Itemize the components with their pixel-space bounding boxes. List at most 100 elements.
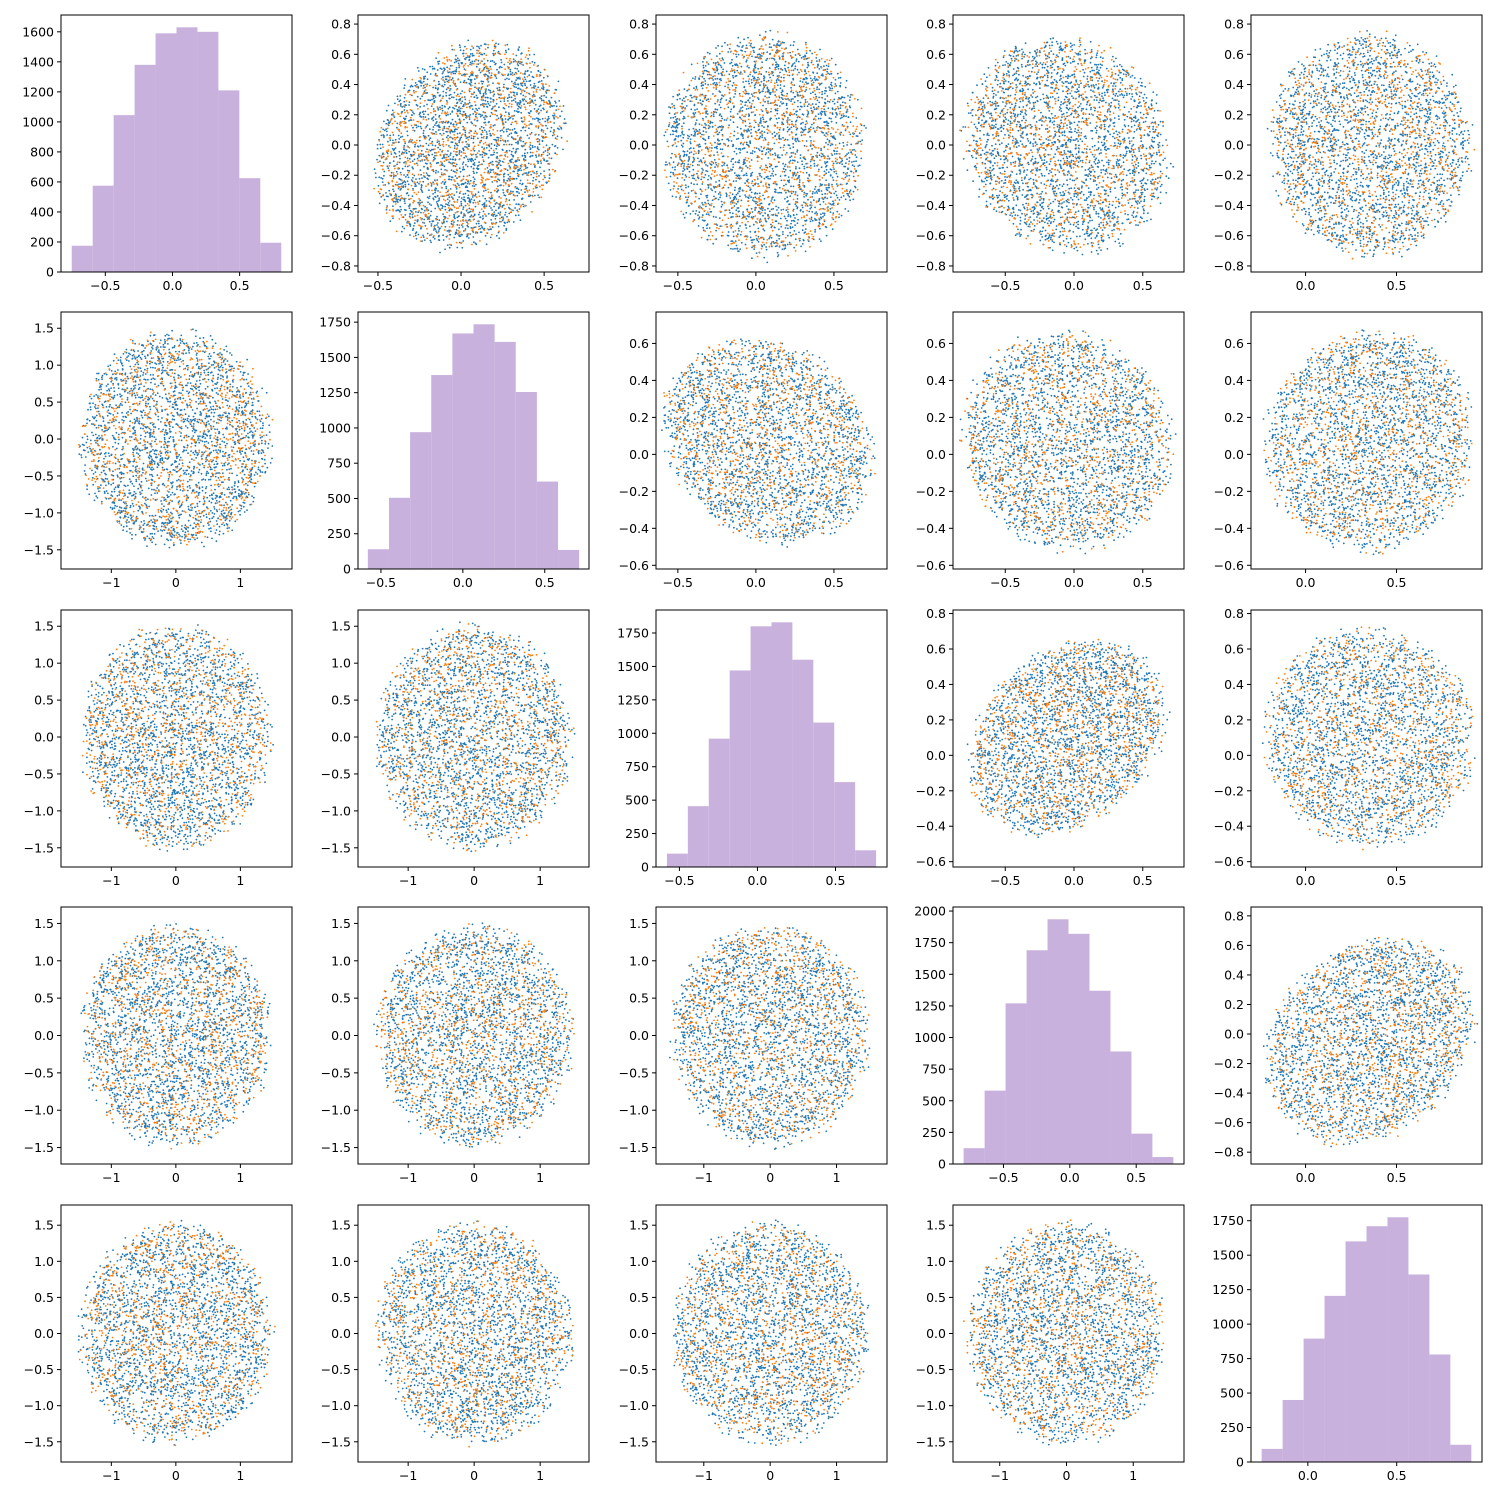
scatter-point-series-a [784,198,786,200]
scatter-point-series-a [823,65,825,67]
scatter-point-series-a [794,224,796,226]
scatter-point-series-a [544,121,546,123]
scatter-point-series-a [863,125,865,127]
scatter-point-series-a [483,184,485,186]
scatter-point-series-a [721,57,723,59]
scatter-point-series-a [469,118,471,120]
scatter-point-series-a [787,131,789,133]
scatter-point-series-a [763,83,765,85]
scatter-point-series-a [454,73,456,75]
scatter-point-series-b [485,116,487,118]
scatter-point-series-b [550,104,552,106]
scatter-point-series-a [466,122,468,124]
scatter-point-series-b [427,184,429,186]
scatter-point-series-b [543,146,545,148]
scatter-point-series-b [454,180,456,182]
scatter-point-series-a [491,209,493,211]
scatter-point-series-a [712,93,714,95]
scatter-point-series-a [772,208,774,210]
scatter-point-series-a [814,188,816,190]
scatter-point-series-a [415,178,417,180]
scatter-point-series-a [429,128,431,130]
scatter-point-series-a [387,119,389,121]
scatter-point-series-a [380,196,382,198]
scatter-point-series-a [824,171,826,173]
scatter-point-series-b [494,44,496,46]
scatter-point-series-a [707,98,709,100]
scatter-point-series-b [412,202,414,204]
scatter-point-series-b [492,133,494,135]
scatter-point-series-a [787,126,789,128]
scatter-point-series-a [470,74,472,76]
scatter-point-series-a [708,127,710,129]
scatter-point-series-a [465,193,467,195]
scatter-point-series-b [558,109,560,111]
scatter-point-series-b [400,125,402,127]
scatter-point-series-b [496,99,498,101]
scatter-point-series-b [457,60,459,62]
scatter-point-series-b [501,169,503,171]
scatter-point-series-b [529,94,531,96]
scatter-point-series-b [481,99,483,101]
scatter-point-series-a [860,158,862,160]
scatter-point-series-a [437,69,439,71]
scatter-point-series-a [416,84,418,86]
scatter-point-series-b [526,63,528,65]
scatter-point-series-a [763,78,765,80]
scatter-point-series-b [441,112,443,114]
scatter-point-series-a [496,110,498,112]
scatter-point-series-a [824,161,826,163]
scatter-point-series-b [495,180,497,182]
scatter-point-series-a [490,192,492,194]
scatter-point-series-a [518,46,520,48]
scatter-point-series-a [502,149,504,151]
scatter-point-series-a [473,168,475,170]
scatter-point-series-a [735,198,737,200]
scatter-point-series-a [689,152,691,154]
x-tick-label: 0.5 [534,278,554,293]
scatter-point-series-a [528,74,530,76]
scatter-point-series-b [547,151,549,153]
scatter-point-series-b [400,132,402,134]
scatter-point-series-b [392,132,394,134]
scatter-point-series-a [545,125,547,127]
scatter-point-series-a [509,150,511,152]
scatter-point-series-a [476,172,478,174]
scatter-point-series-a [520,112,522,114]
scatter-point-series-a [446,88,448,90]
hist-bar [239,178,260,272]
scatter-point-series-b [509,168,511,170]
scatter-point-series-a [485,184,487,186]
scatter-point-series-a [459,98,461,100]
scatter-point-series-a [490,101,492,103]
scatter-point-series-a [484,202,486,204]
scatter-point-series-a [825,87,827,89]
scatter-point-series-a [509,133,511,135]
scatter-point-series-a [745,81,747,83]
scatter-point-series-b [532,152,534,154]
scatter-point-series-a [669,162,671,164]
scatter-point-series-a [738,250,740,252]
scatter-point-series-a [494,124,496,126]
scatter-point-series-a [840,196,842,198]
scatter-point-series-b [418,153,420,155]
scatter-point-series-b [516,123,518,125]
scatter-point-series-a [485,215,487,217]
scatter-point-series-a [507,100,509,102]
scatter-point-series-a [463,176,465,178]
scatter-point-series-b [474,188,476,190]
scatter-point-series-a [514,207,516,209]
scatter-point-series-a [401,183,403,185]
scatter-point-series-b [517,165,519,167]
scatter-point-series-b [484,88,486,90]
scatter-point-series-a [417,221,419,223]
scatter-point-series-a [495,148,497,150]
scatter-point-series-a [847,167,849,169]
scatter-point-series-a [683,97,685,99]
scatter-point-series-a [683,213,685,215]
scatter-point-series-a [432,193,434,195]
scatter-point-series-a [498,137,500,139]
scatter-point-series-a [842,101,844,103]
scatter-point-series-a [509,63,511,65]
scatter-point-series-a [701,183,703,185]
